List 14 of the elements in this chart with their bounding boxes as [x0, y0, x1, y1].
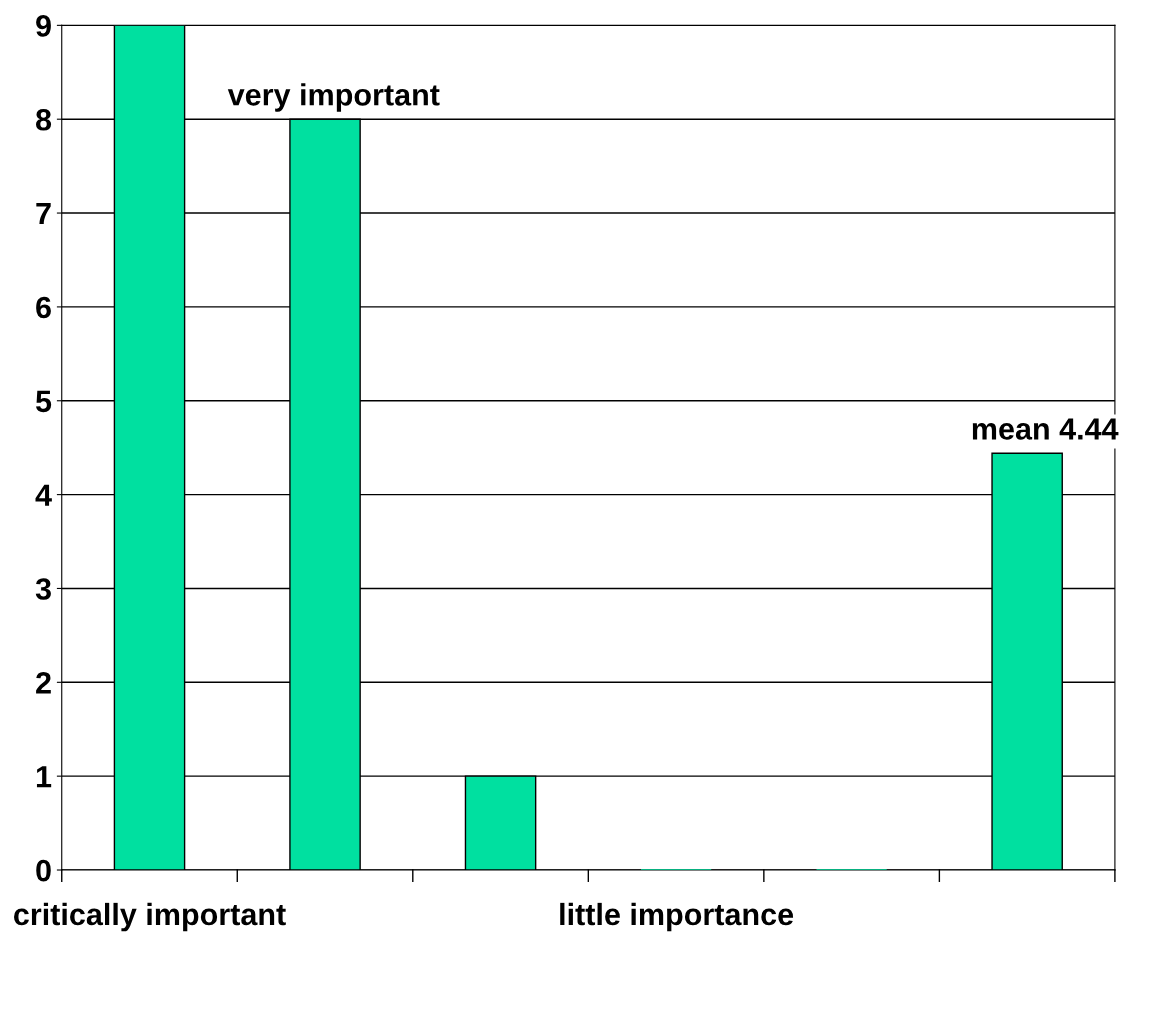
- y-tick-label: 5: [35, 390, 52, 413]
- y-tick-label: 8: [36, 108, 52, 131]
- x-tick-label: mean 4.44: [972, 418, 1119, 440]
- y-tick-label: 1: [36, 766, 52, 788]
- y-tick-label: 7: [36, 203, 51, 225]
- y-tick-label: 0: [36, 859, 51, 882]
- x-tick-label: very important: [227, 83, 440, 112]
- y-tick-label: 6: [36, 296, 51, 319]
- y-tick-label: 4: [35, 484, 52, 506]
- x-tick-label: critically important: [14, 902, 286, 932]
- y-tick-label: 9: [36, 15, 51, 37]
- y-tick-label: 3: [35, 578, 51, 600]
- x-tick-label: little importance: [560, 902, 794, 932]
- y-tick-label: 2: [36, 672, 51, 694]
